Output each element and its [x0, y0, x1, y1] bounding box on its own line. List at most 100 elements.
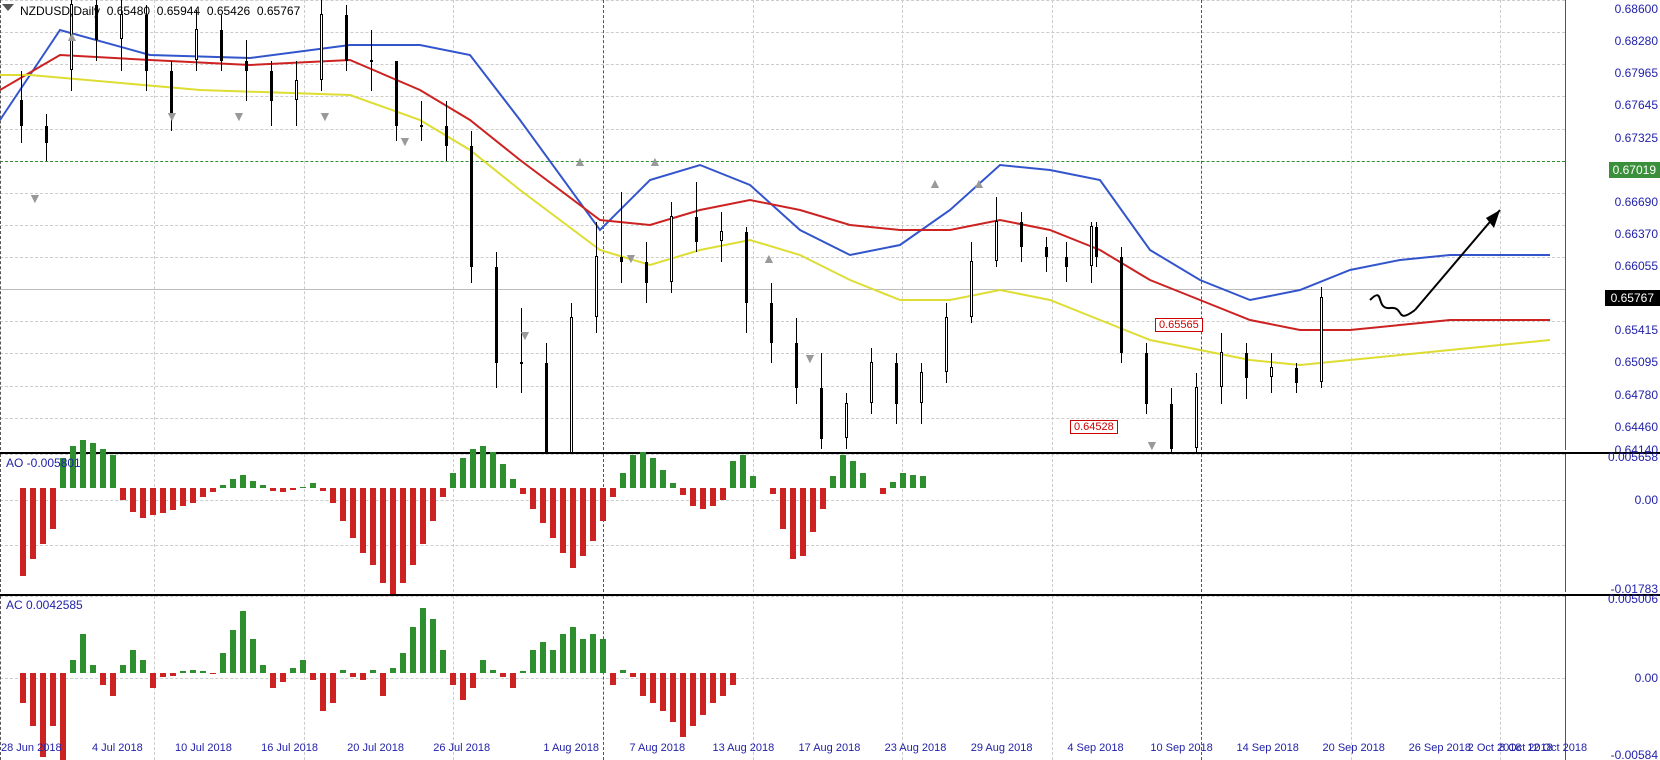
ao-bar[interactable] [590, 488, 596, 542]
ao-bar[interactable] [890, 482, 896, 488]
ac-bar[interactable] [690, 673, 696, 727]
ao-bar[interactable] [550, 488, 556, 539]
ao-bar[interactable] [910, 475, 916, 488]
ao-bar[interactable] [770, 488, 776, 494]
ac-bar[interactable] [150, 673, 156, 688]
ao-bar[interactable] [800, 488, 806, 557]
ao-bar[interactable] [650, 458, 656, 488]
candle-body[interactable] [745, 232, 748, 303]
ao-bar[interactable] [190, 488, 196, 503]
candle-body[interactable] [895, 363, 898, 403]
candle-body[interactable] [470, 146, 473, 267]
candle-body[interactable] [495, 267, 498, 363]
candle-body[interactable] [320, 14, 323, 80]
ao-bar[interactable] [240, 475, 246, 488]
ao-bar[interactable] [210, 488, 216, 493]
ao-bar[interactable] [500, 464, 506, 488]
candle-body[interactable] [1120, 257, 1123, 353]
candle-body[interactable] [245, 61, 248, 71]
candle-body[interactable] [1020, 222, 1023, 247]
ao-bar[interactable] [530, 488, 536, 509]
ao-bar[interactable] [290, 488, 296, 490]
ao-bar[interactable] [480, 446, 486, 488]
ao-bar[interactable] [510, 479, 516, 488]
candle-body[interactable] [620, 257, 623, 262]
ao-bar[interactable] [140, 488, 146, 518]
ac-bar[interactable] [410, 627, 416, 673]
ac-bar[interactable] [620, 670, 626, 673]
ao-bar[interactable] [170, 488, 176, 511]
ac-bar[interactable] [360, 673, 366, 681]
candle-body[interactable] [945, 317, 948, 372]
ao-bar[interactable] [670, 483, 676, 488]
ac-bar[interactable] [370, 670, 376, 673]
ao-bar[interactable] [340, 488, 346, 521]
candle-body[interactable] [645, 262, 648, 282]
ao-bar[interactable] [310, 483, 316, 488]
ac-bar[interactable] [550, 650, 556, 673]
ac-bar[interactable] [310, 673, 316, 681]
ac-bar[interactable] [280, 673, 286, 682]
ac-bar[interactable] [110, 673, 116, 696]
ac-bar[interactable] [560, 634, 566, 672]
candle-wick[interactable] [621, 192, 622, 283]
ac-bar[interactable] [90, 665, 96, 673]
ac-bar[interactable] [440, 650, 446, 673]
candle-body[interactable] [1145, 353, 1148, 403]
ac-bar[interactable] [170, 673, 176, 676]
ac-bar[interactable] [120, 665, 126, 673]
candle-body[interactable] [595, 256, 598, 317]
ac-bar[interactable] [450, 673, 456, 685]
ac-bar[interactable] [250, 639, 256, 673]
ac-bar[interactable] [210, 673, 216, 675]
ac-bar[interactable] [380, 673, 386, 696]
candle-body[interactable] [1220, 352, 1223, 387]
ac-bar[interactable] [630, 673, 636, 678]
ac-bar[interactable] [160, 673, 166, 678]
ao-bar[interactable] [110, 455, 116, 488]
ac-bar[interactable] [130, 650, 136, 673]
candle-body[interactable] [345, 15, 348, 60]
candle-body[interactable] [20, 100, 23, 126]
ac-bar[interactable] [730, 673, 736, 685]
ac-bar[interactable] [720, 673, 726, 696]
ac-bar[interactable] [590, 634, 596, 672]
ao-bar[interactable] [720, 488, 726, 500]
ao-bar[interactable] [840, 455, 846, 488]
ao-bar[interactable] [150, 488, 156, 515]
candle-wick[interactable] [246, 40, 247, 101]
ao-bar[interactable] [470, 449, 476, 488]
ao-bar[interactable] [920, 476, 926, 488]
price-label-65565[interactable]: 0.65565 [1155, 318, 1203, 332]
ac-bar[interactable] [270, 673, 276, 688]
ac-bar[interactable] [200, 671, 206, 673]
ac-bar[interactable] [430, 619, 436, 673]
ac-bar[interactable] [220, 653, 226, 673]
candle-body[interactable] [870, 362, 873, 402]
ac-bar[interactable] [670, 673, 676, 722]
candle-body[interactable] [220, 30, 223, 60]
ao-bar[interactable] [700, 488, 706, 509]
ao-bar[interactable] [690, 488, 696, 506]
ac-bar[interactable] [70, 660, 76, 672]
ac-bar[interactable] [470, 673, 476, 688]
candle-body[interactable] [45, 126, 48, 143]
candle-body[interactable] [145, 15, 148, 70]
ao-bar[interactable] [180, 488, 186, 506]
ac-bar[interactable] [540, 642, 546, 673]
candle-body[interactable] [1320, 297, 1323, 383]
ac-bar[interactable] [400, 653, 406, 673]
candle-body[interactable] [720, 231, 723, 241]
ao-bar[interactable] [880, 488, 886, 494]
candle-body[interactable] [1245, 353, 1248, 378]
ao-bar[interactable] [130, 488, 136, 512]
ao-bar[interactable] [830, 476, 836, 488]
ac-bar[interactable] [290, 668, 296, 673]
ao-bar[interactable] [350, 488, 356, 539]
ac-bar[interactable] [340, 670, 346, 673]
ac-bar[interactable] [490, 670, 496, 673]
ac-bar[interactable] [640, 673, 646, 696]
ao-bar[interactable] [410, 488, 416, 565]
ao-bar[interactable] [200, 488, 206, 497]
ac-bar[interactable] [570, 627, 576, 673]
